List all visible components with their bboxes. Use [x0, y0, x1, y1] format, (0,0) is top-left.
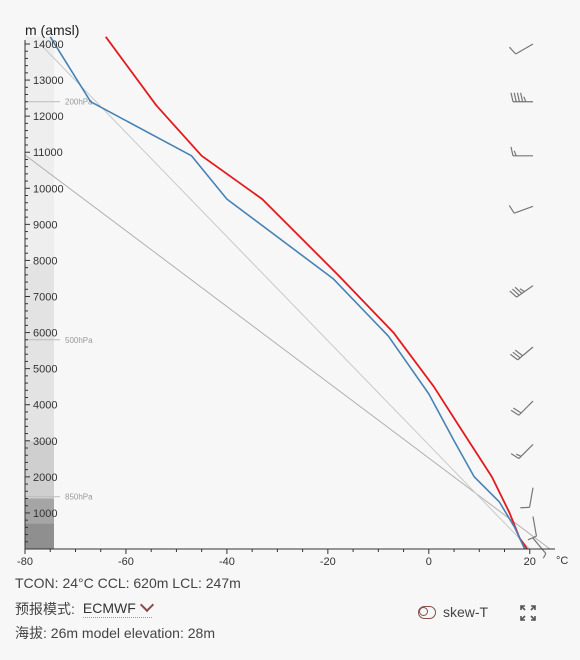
wind-barb-staff	[518, 443, 534, 459]
wind-barb-feather	[516, 92, 520, 102]
y-tick-label: 11000	[33, 147, 63, 159]
wind-barb-feather	[542, 553, 547, 559]
wind-barb-staff	[532, 537, 547, 554]
wind-barb	[510, 92, 533, 103]
y-tick-label: 6000	[33, 328, 57, 340]
stability-stats: TCON: 24°C CCL: 620m LCL: 247m	[15, 575, 241, 591]
y-tick-label: 9000	[33, 219, 57, 231]
skew-t-label: skew-T	[443, 604, 489, 620]
y-tick-label: 8000	[33, 255, 57, 267]
wind-barb-staff	[532, 516, 538, 537]
wind-barb-staff	[516, 285, 534, 298]
pressure-level-label: 850hPa	[65, 493, 93, 502]
dewpoint-line	[49, 36, 526, 549]
elevation-band	[25, 264, 54, 441]
wind-barb-feather	[509, 46, 517, 55]
y-tick-label: 13000	[33, 75, 64, 87]
wind-barb-feather	[513, 407, 522, 414]
model-selector-row: 预报模式: ECMWF	[15, 597, 154, 619]
wind-barb-staff	[517, 346, 534, 361]
wind-barb	[510, 146, 533, 157]
expand-icon[interactable]	[520, 605, 536, 621]
elevation-band	[25, 36, 54, 265]
y-tick-label: 12000	[33, 111, 64, 123]
wind-barb-feather	[510, 92, 514, 102]
wind-barb-feather	[523, 96, 527, 102]
wind-barb-feather	[520, 92, 524, 102]
y-tick-label: 14000	[33, 39, 64, 51]
y-tick-label: 4000	[33, 400, 57, 412]
series-lines	[49, 36, 528, 549]
elevation-band	[25, 523, 54, 549]
axes: 1000 2000 3000 4000 5000 6000 7000 8000 9000 1000…	[17, 39, 555, 568]
x-tick-label: 20	[524, 556, 536, 568]
wind-barb-feather	[512, 288, 520, 296]
x-tick-label: -80	[17, 556, 33, 568]
wind-barb-feather	[510, 146, 514, 156]
model-select[interactable]: ECMWF	[82, 597, 154, 618]
wind-barb	[509, 346, 534, 361]
pressure-level-label: 500hPa	[65, 336, 93, 345]
wind-barb	[510, 443, 534, 460]
x-tick-label: -20	[320, 556, 336, 568]
wind-barb-feather	[514, 286, 523, 294]
wind-barb-feather	[513, 150, 517, 157]
skewt-chart: 200hPa 500hPa 850hPa 1000 2000 3000 4000 5000 6…	[17, 22, 568, 568]
wind-barb-feather	[509, 290, 518, 298]
wind-barb-feather	[509, 353, 519, 361]
wind-barb	[509, 43, 534, 55]
wind-barb-staff	[514, 205, 534, 214]
x-tick-label: 0	[426, 556, 432, 568]
wind-barbs	[508, 43, 547, 559]
reference-line	[25, 154, 551, 549]
wind-barb	[520, 487, 534, 509]
x-tick-label: -60	[118, 556, 134, 568]
y-tick-label: 5000	[33, 364, 57, 376]
y-tick-label: 1000	[33, 508, 57, 520]
x-axis-title: °C	[556, 555, 568, 567]
wind-barb	[527, 516, 538, 541]
elevation-shading	[25, 36, 54, 549]
elevation-info: 海拔: 26m model elevation: 28m	[15, 625, 215, 641]
skew-t-toggle[interactable]: skew-T	[418, 604, 488, 620]
chevron-down-icon	[139, 597, 154, 613]
wind-barb	[510, 400, 534, 416]
toggle-icon	[418, 605, 436, 619]
elevation-band	[25, 440, 54, 499]
wind-barb-feather	[510, 453, 520, 460]
pressure-levels: 200hPa 500hPa 850hPa	[25, 98, 93, 502]
y-tick-label: 2000	[33, 472, 57, 484]
wind-barb-feather	[527, 535, 537, 541]
wind-barb-feather	[514, 349, 523, 357]
wind-barb-feather	[508, 205, 515, 214]
model-value: ECMWF	[82, 600, 136, 616]
y-tick-label: 3000	[33, 436, 57, 448]
y-tick-label: 10000	[33, 183, 64, 195]
wind-barb-staff	[528, 487, 534, 508]
model-label: 预报模式:	[15, 601, 75, 617]
pressure-level-label: 200hPa	[65, 98, 93, 107]
x-tick-label: -40	[219, 556, 235, 568]
reference-line	[39, 43, 531, 549]
y-axis-title: m (amsl)	[25, 22, 79, 38]
wind-barb	[509, 285, 534, 298]
reference-lines	[25, 43, 551, 549]
wind-barb-feather	[513, 92, 517, 102]
wind-barb-feather	[519, 288, 525, 293]
wind-barb-feather	[515, 453, 522, 457]
wind-barb-staff	[515, 43, 534, 55]
temperature-line	[105, 36, 528, 549]
wind-barb-feather	[510, 409, 520, 416]
wind-barb	[532, 537, 547, 559]
wind-barb-feather	[512, 351, 521, 359]
y-tick-label: 7000	[33, 292, 57, 304]
wind-barb-staff	[518, 400, 534, 416]
wind-barb	[508, 205, 534, 214]
